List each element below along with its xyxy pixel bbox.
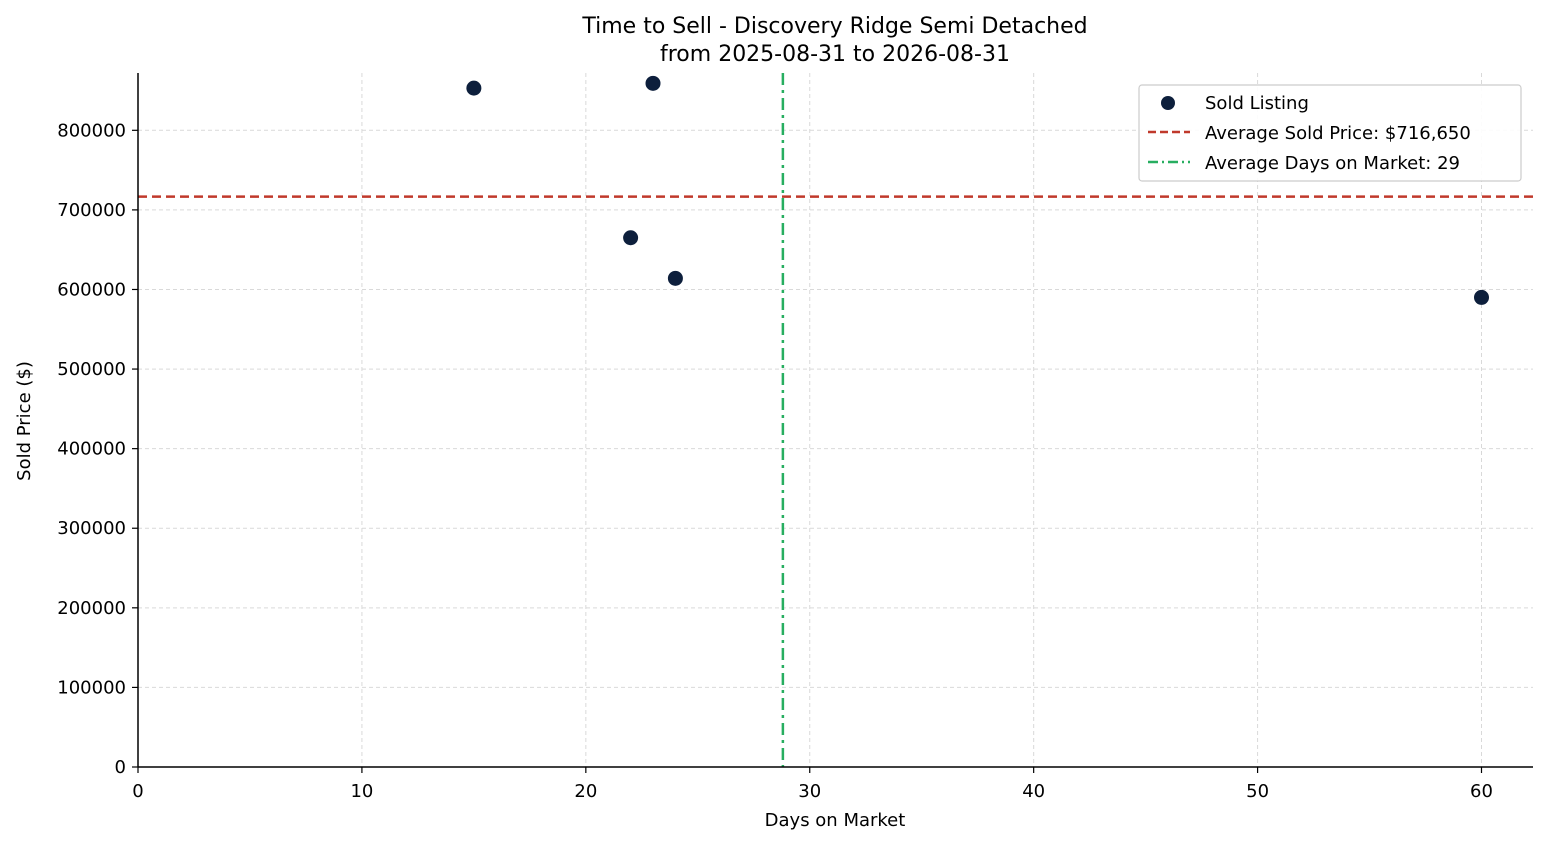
y-tick-label: 100000 [57, 677, 126, 698]
legend-label-average-days: Average Days on Market: 29 [1205, 153, 1460, 174]
reference-lines [138, 73, 1533, 767]
y-tick-label: 600000 [57, 279, 126, 300]
y-axis-label: Sold Price ($) [14, 361, 35, 481]
data-points [466, 75, 1489, 305]
grid [138, 73, 1533, 767]
x-tick-label: 30 [798, 781, 821, 802]
y-tick-label: 500000 [57, 359, 126, 380]
y-tick-label: 0 [115, 757, 126, 778]
chart-subtitle: from 2025-08-31 to 2026-08-31 [660, 42, 1010, 67]
legend-box [1138, 84, 1522, 182]
legend-marker-sold-listing [1161, 96, 1175, 110]
data-point [1473, 289, 1489, 305]
x-tick-label: 0 [132, 781, 143, 802]
x-tick-label: 10 [350, 781, 373, 802]
data-point [466, 80, 482, 96]
y-tick-label: 700000 [57, 200, 126, 221]
y-tick-label: 400000 [57, 439, 126, 460]
x-tick-label: 20 [574, 781, 597, 802]
x-axis-label: Days on Market [765, 810, 906, 831]
y-tick-label: 300000 [57, 518, 126, 539]
data-point [623, 230, 639, 246]
axes [132, 73, 1533, 773]
x-tick-label: 60 [1470, 781, 1493, 802]
tick-labels: 0 10 20 30 40 50 60 0 100000 200000 300000 400000 50… [57, 120, 1493, 802]
x-tick-label: 50 [1246, 781, 1269, 802]
legend-label-sold-listing: Sold Listing [1205, 93, 1309, 114]
y-tick-label: 800000 [57, 120, 126, 141]
legend-label-average-price: Average Sold Price: $716,650 [1205, 123, 1471, 144]
data-point [645, 75, 661, 91]
chart-title: Time to Sell - Discovery Ridge Semi Deta… [581, 14, 1087, 39]
data-point [667, 270, 683, 286]
legend: Sold Listing Average Sold Price: $716,65… [1138, 84, 1522, 182]
x-tick-label: 40 [1022, 781, 1045, 802]
y-tick-label: 200000 [57, 598, 126, 619]
